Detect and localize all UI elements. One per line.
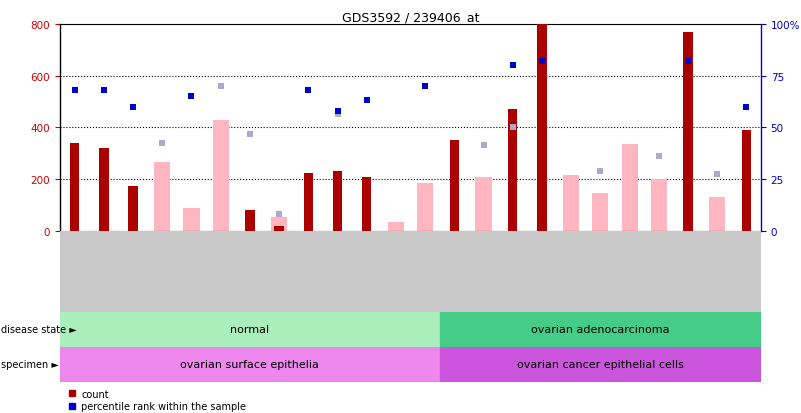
Title: GDS3592 / 239406_at: GDS3592 / 239406_at <box>342 11 479 24</box>
Bar <box>644 231 674 312</box>
Bar <box>557 231 586 312</box>
Bar <box>352 231 381 312</box>
Bar <box>294 231 323 312</box>
Bar <box>622 145 638 231</box>
Bar <box>60 347 440 382</box>
Bar <box>732 231 761 312</box>
Bar <box>440 347 761 382</box>
Bar <box>537 25 546 231</box>
Bar <box>183 208 199 231</box>
Bar <box>476 177 492 231</box>
Bar <box>60 312 440 347</box>
Bar <box>410 231 440 312</box>
Text: ovarian surface epithelia: ovarian surface epithelia <box>180 359 320 370</box>
Bar <box>683 33 693 231</box>
Bar <box>60 231 89 312</box>
Bar <box>128 186 138 231</box>
Bar <box>89 231 119 312</box>
Bar <box>440 231 469 312</box>
Bar <box>381 231 410 312</box>
Bar <box>615 231 644 312</box>
Bar <box>235 231 264 312</box>
Bar <box>362 177 372 231</box>
Bar <box>245 211 255 231</box>
Legend: count, percentile rank within the sample, value, Detection Call = ABSENT, rank, : count, percentile rank within the sample… <box>65 387 248 413</box>
Text: specimen ►: specimen ► <box>1 359 58 370</box>
Bar <box>155 163 171 231</box>
Bar <box>440 312 761 347</box>
Bar <box>147 231 177 312</box>
Bar <box>674 231 702 312</box>
Bar <box>449 141 459 231</box>
Bar <box>177 231 206 312</box>
Bar <box>271 217 287 231</box>
Text: ovarian adenocarcinoma: ovarian adenocarcinoma <box>531 324 670 335</box>
Bar <box>709 198 725 231</box>
Text: normal: normal <box>231 324 269 335</box>
Bar <box>498 231 527 312</box>
Bar <box>323 231 352 312</box>
Bar <box>388 222 404 231</box>
Bar <box>586 231 615 312</box>
Bar <box>469 231 498 312</box>
Bar <box>264 231 294 312</box>
Bar <box>563 176 579 231</box>
Bar <box>99 149 109 231</box>
Bar <box>304 173 313 231</box>
Bar <box>508 110 517 231</box>
Bar <box>527 231 557 312</box>
Bar <box>119 231 147 312</box>
Bar <box>70 144 79 231</box>
Text: disease state ►: disease state ► <box>1 324 77 335</box>
Bar <box>417 183 433 231</box>
Bar <box>592 194 609 231</box>
Bar <box>212 120 229 231</box>
Bar <box>742 131 751 231</box>
Bar <box>650 180 666 231</box>
Bar <box>702 231 732 312</box>
Text: ovarian cancer epithelial cells: ovarian cancer epithelial cells <box>517 359 684 370</box>
Bar <box>333 172 342 231</box>
Bar <box>206 231 235 312</box>
Bar <box>275 226 284 231</box>
